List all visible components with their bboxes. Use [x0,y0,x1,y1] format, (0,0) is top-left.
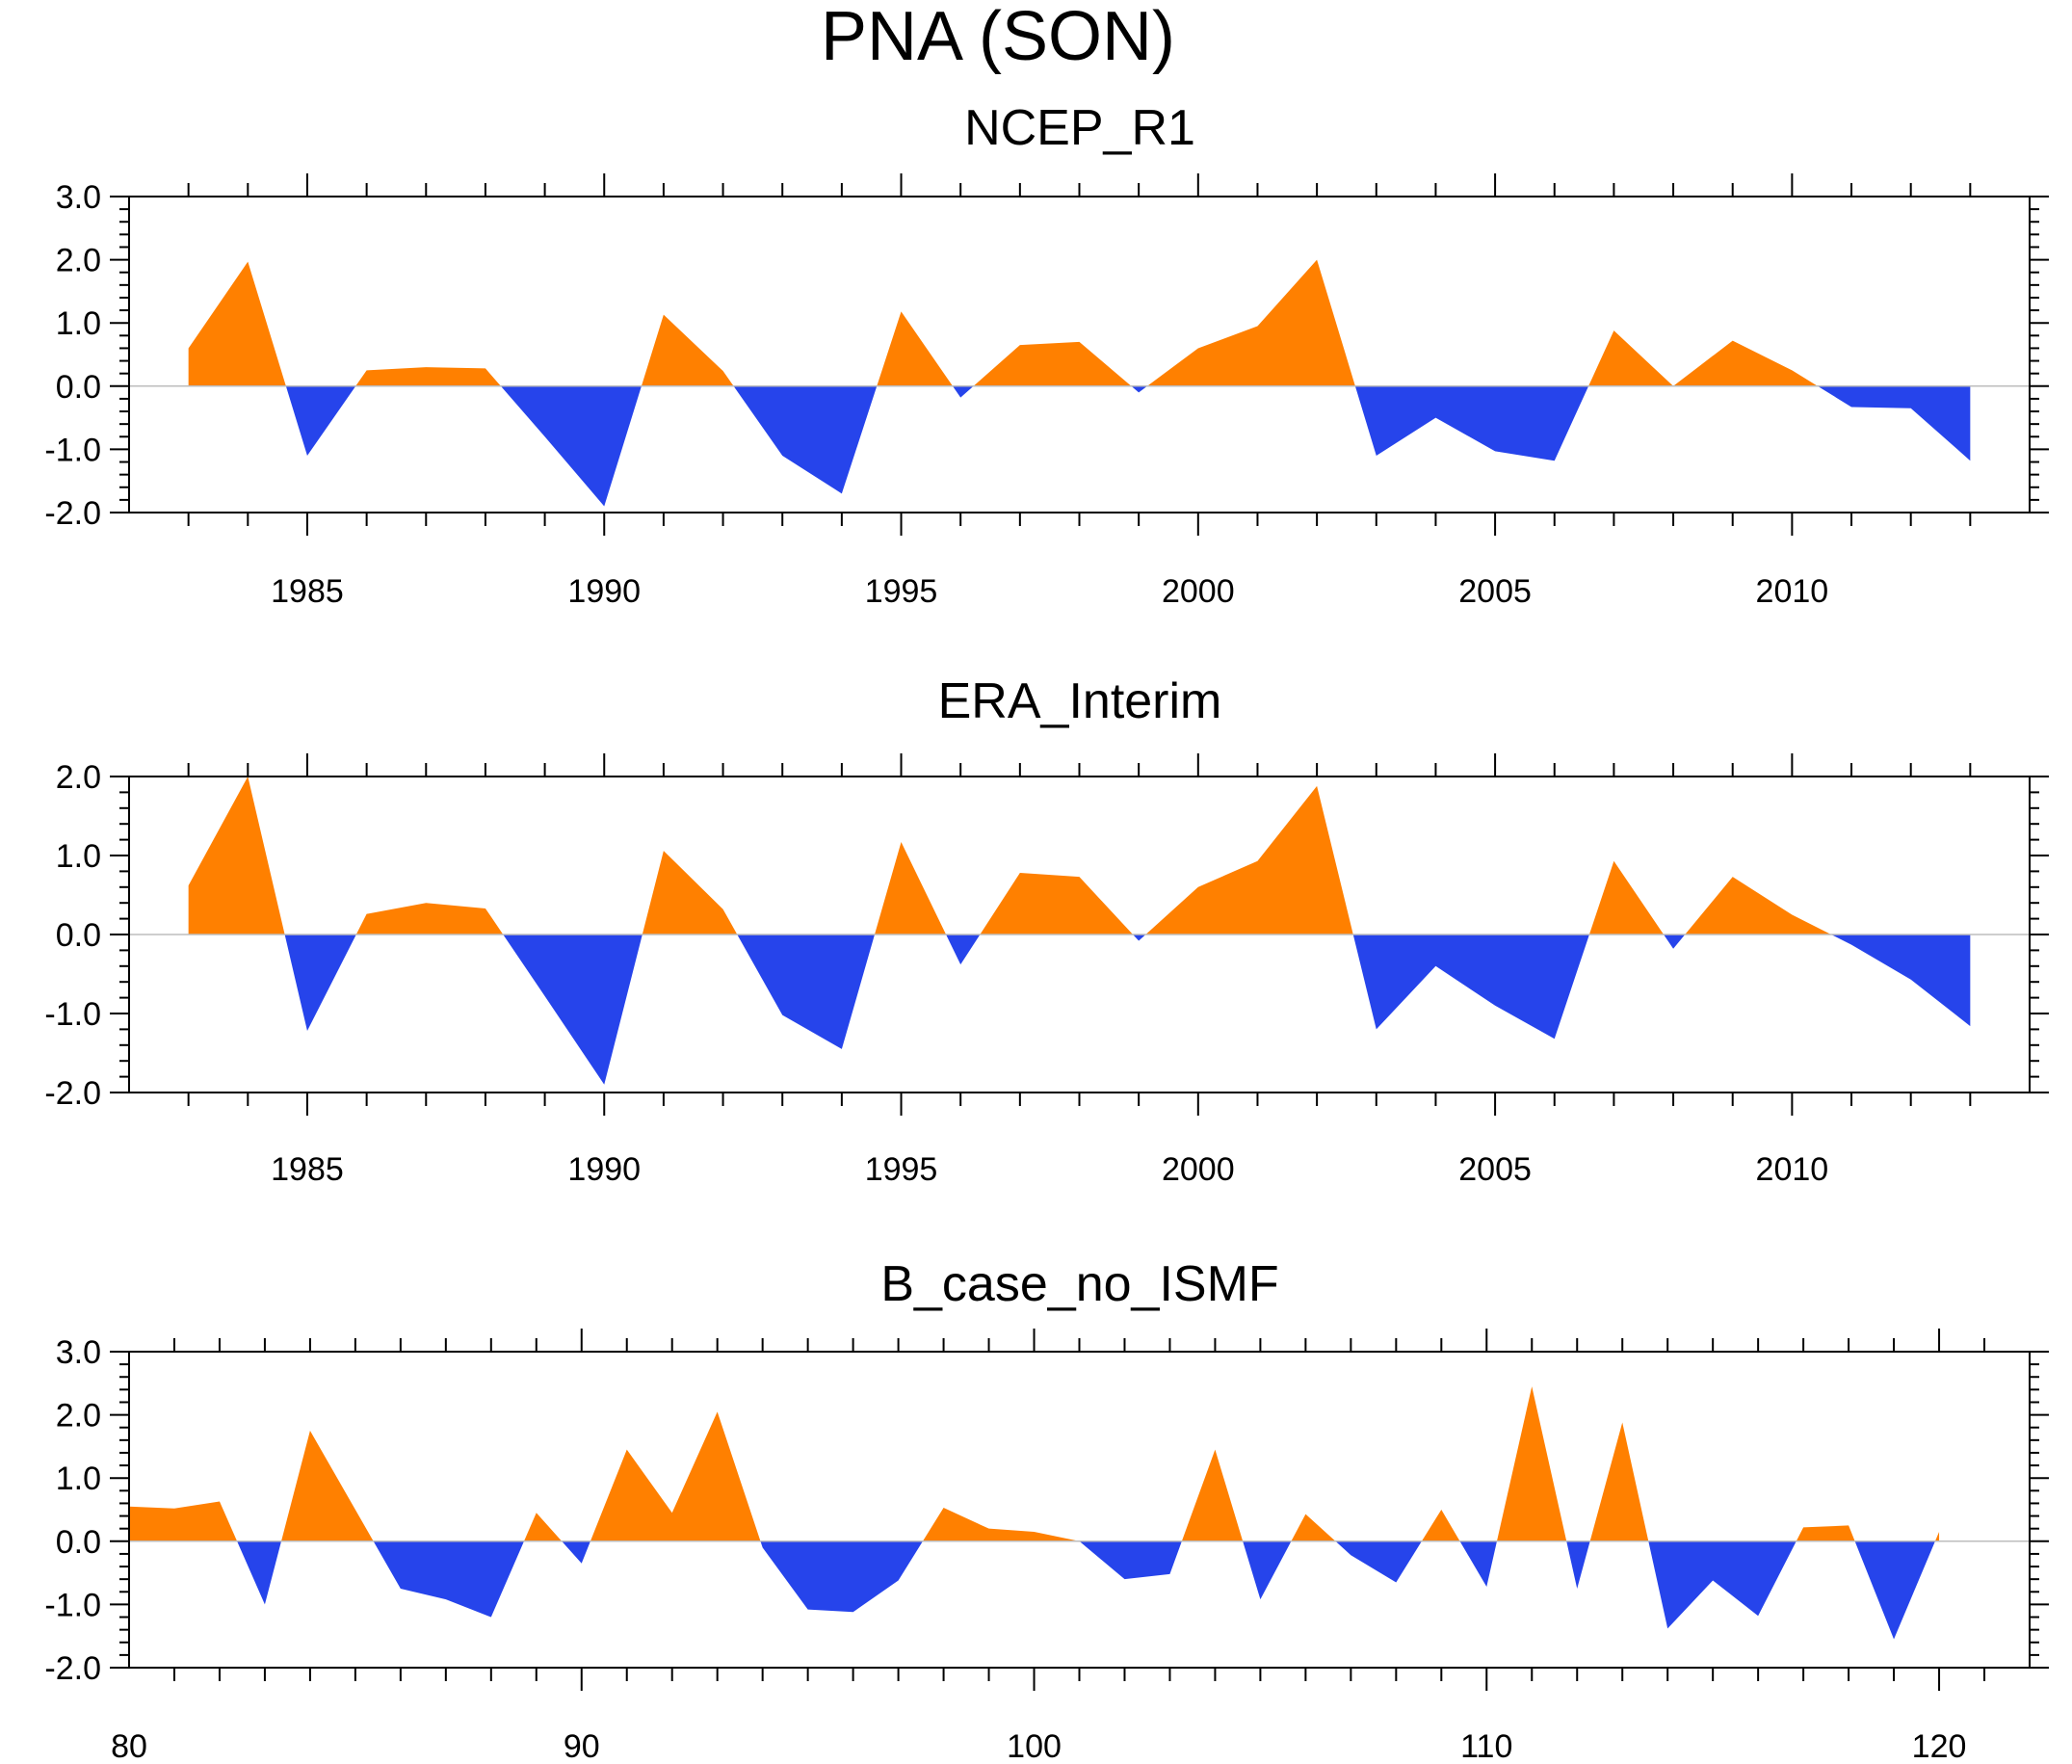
panel-title: B_case_no_ISMF [880,1256,1278,1312]
panel-title: ERA_Interim [938,673,1222,729]
y-tick-label: -1.0 [44,1587,101,1623]
negative-area [188,935,1971,1085]
negative-area [188,385,1971,507]
x-tick-label: 2010 [1756,1151,1829,1188]
y-tick-label: -1.0 [44,432,101,468]
y-tick-label: 1.0 [56,305,101,342]
panels: NCEP_R1 3.0 2.0 1.0 0.0 -1.0 -2.0 1985 1990 1995 2… [44,100,2049,1764]
panel-3: B_case_no_ISMF 3.0 2.0 1.0 0.0 -1.0 -2.0 80 90 10… [44,1256,2049,1764]
x-tick-label: 2010 [1756,573,1829,610]
y-tick-label: 1.0 [56,838,101,875]
y-tick-label: 3.0 [56,1334,101,1371]
x-tick-label: 1990 [567,1151,641,1188]
positive-area [188,259,1971,386]
panel-2: ERA_Interim 2.0 1.0 0.0 -1.0 -2.0 1985 1990 1995… [44,673,2049,1188]
x-tick-label: 90 [564,1728,600,1764]
y-tick-label: 3.0 [56,179,101,216]
negative-area [237,1540,1935,1640]
x-tick-label: 1995 [865,573,938,610]
y-tick-label: -2.0 [44,1650,101,1687]
y-tick-label: -2.0 [44,1075,101,1112]
x-tick-label: 1990 [567,573,641,610]
x-tick-label: 120 [1912,1728,1967,1764]
y-tick-label: 0.0 [56,369,101,406]
x-tick-label: 1995 [865,1151,938,1188]
x-tick-label: 1985 [271,573,344,610]
y-tick-label: 2.0 [56,1398,101,1435]
y-tick-label: 2.0 [56,243,101,279]
y-tick-label: 0.0 [56,917,101,954]
x-tick-label: 110 [1460,1728,1512,1764]
y-tick-label: -1.0 [44,996,101,1033]
x-tick-label: 80 [111,1728,147,1764]
y-tick-label: 2.0 [56,759,101,796]
x-tick-label: 2000 [1162,573,1235,610]
x-tick-label: 100 [1007,1728,1062,1764]
positive-area [129,1386,1940,1541]
positive-area [188,777,1971,935]
y-tick-label: 1.0 [56,1461,101,1497]
x-tick-label: 1985 [271,1151,344,1188]
y-tick-label: 0.0 [56,1524,101,1561]
plot-frame [128,1351,2031,1669]
panel-1: NCEP_R1 3.0 2.0 1.0 0.0 -1.0 -2.0 1985 1990 1995 2… [44,100,2049,610]
x-tick-label: 2005 [1458,573,1532,610]
x-tick-label: 2005 [1458,1151,1532,1188]
y-tick-label: -2.0 [44,495,101,532]
figure-title: PNA (SON) [821,0,1175,75]
x-tick-label: 2000 [1162,1151,1235,1188]
panel-title: NCEP_R1 [964,100,1195,156]
